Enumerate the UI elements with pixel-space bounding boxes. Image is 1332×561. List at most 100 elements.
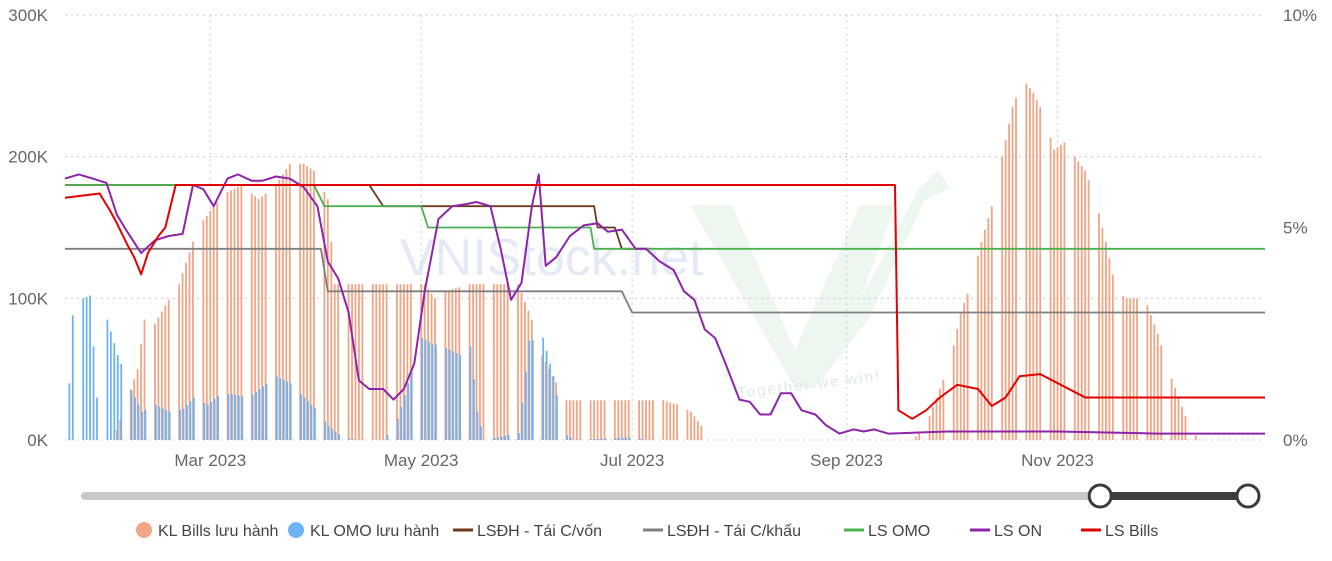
time-slider[interactable] [81, 483, 1261, 509]
slider-handle-start[interactable] [1087, 483, 1113, 509]
bar [400, 406, 403, 440]
bar [468, 284, 471, 440]
bar [309, 168, 312, 440]
legend-item[interactable]: LSĐH - Tái C/vốn [453, 523, 602, 540]
bar [331, 428, 334, 440]
bar [597, 438, 600, 440]
y-right-tick-label: 0% [1283, 431, 1308, 450]
bar [385, 284, 388, 440]
bar [1177, 397, 1180, 440]
legend-label: KL OMO lưu hành [310, 523, 439, 540]
bar [556, 395, 558, 440]
bar [693, 416, 696, 440]
bar [257, 199, 260, 440]
bar [928, 416, 931, 440]
bar [300, 393, 302, 440]
legend-label: LS ON [994, 523, 1042, 540]
bar [92, 346, 95, 440]
legend-item[interactable]: LSĐH - Tái C/khấu [643, 523, 801, 540]
line-series-2 [65, 184, 1265, 250]
bar [348, 438, 351, 440]
legend-item[interactable]: LS ON [970, 523, 1042, 540]
bar [144, 409, 147, 440]
bar [980, 241, 983, 440]
bar [624, 400, 627, 440]
legend-item[interactable]: KL Bills lưu hành [136, 522, 278, 540]
legend-item[interactable]: LS OMO [844, 523, 930, 540]
bar [475, 284, 478, 440]
bar [589, 400, 592, 440]
bar [572, 400, 575, 440]
bar [361, 284, 364, 440]
bar [617, 400, 620, 440]
bar [1098, 213, 1100, 440]
slider-handle-end[interactable] [1235, 483, 1261, 509]
bar [1032, 92, 1035, 441]
bar [1111, 274, 1114, 440]
bar [918, 432, 921, 440]
bar [134, 397, 136, 440]
bar [662, 400, 665, 440]
line-series-3 [64, 173, 1265, 435]
bar [130, 390, 133, 440]
bar [313, 408, 316, 440]
bar [421, 338, 423, 440]
bar [566, 435, 569, 440]
bar [396, 418, 399, 440]
bar [1160, 345, 1163, 440]
bar [352, 439, 354, 440]
bar [521, 402, 524, 440]
bar [518, 432, 520, 440]
bar [182, 408, 185, 440]
bar [186, 405, 188, 440]
bar [140, 344, 142, 440]
bar [179, 409, 181, 440]
bar [324, 421, 327, 440]
bar [209, 210, 212, 440]
bar [497, 437, 500, 440]
legend-item[interactable]: KL OMO lưu hành [288, 522, 439, 540]
x-tick-label: May 2023 [384, 451, 459, 470]
bar [665, 401, 668, 440]
bar [1077, 161, 1080, 440]
line-series-4 [64, 184, 1265, 420]
bar [618, 437, 621, 440]
legend-label: LSĐH - Tái C/vốn [477, 523, 602, 540]
bar [303, 397, 306, 440]
bar [1011, 107, 1014, 440]
bar [164, 305, 167, 440]
bar [275, 185, 277, 440]
bar [1136, 298, 1138, 440]
bar [424, 339, 427, 440]
bar [265, 383, 268, 440]
bar [1063, 142, 1066, 440]
bar [399, 284, 402, 440]
bar [603, 400, 606, 440]
bar [1170, 378, 1173, 440]
bar [500, 436, 503, 440]
legend-item[interactable]: LS Bills [1081, 523, 1158, 540]
bar [987, 218, 990, 440]
y-right-tick-label: 10% [1283, 6, 1317, 25]
bar [1008, 123, 1010, 440]
bar [604, 438, 607, 440]
bar [579, 400, 582, 440]
bar [289, 383, 292, 440]
bar [181, 273, 184, 440]
bar [106, 319, 109, 440]
bar [1105, 241, 1107, 440]
bar [116, 355, 119, 440]
bar [202, 220, 205, 440]
bar [455, 353, 458, 440]
bar [645, 400, 647, 440]
bar [264, 193, 267, 440]
bar [233, 188, 236, 440]
bar [479, 284, 481, 440]
bar [639, 438, 641, 440]
bar [1174, 388, 1176, 440]
bar [251, 394, 254, 440]
bar [358, 284, 360, 440]
bar [952, 345, 955, 440]
bar [621, 437, 624, 440]
bar [493, 437, 496, 440]
